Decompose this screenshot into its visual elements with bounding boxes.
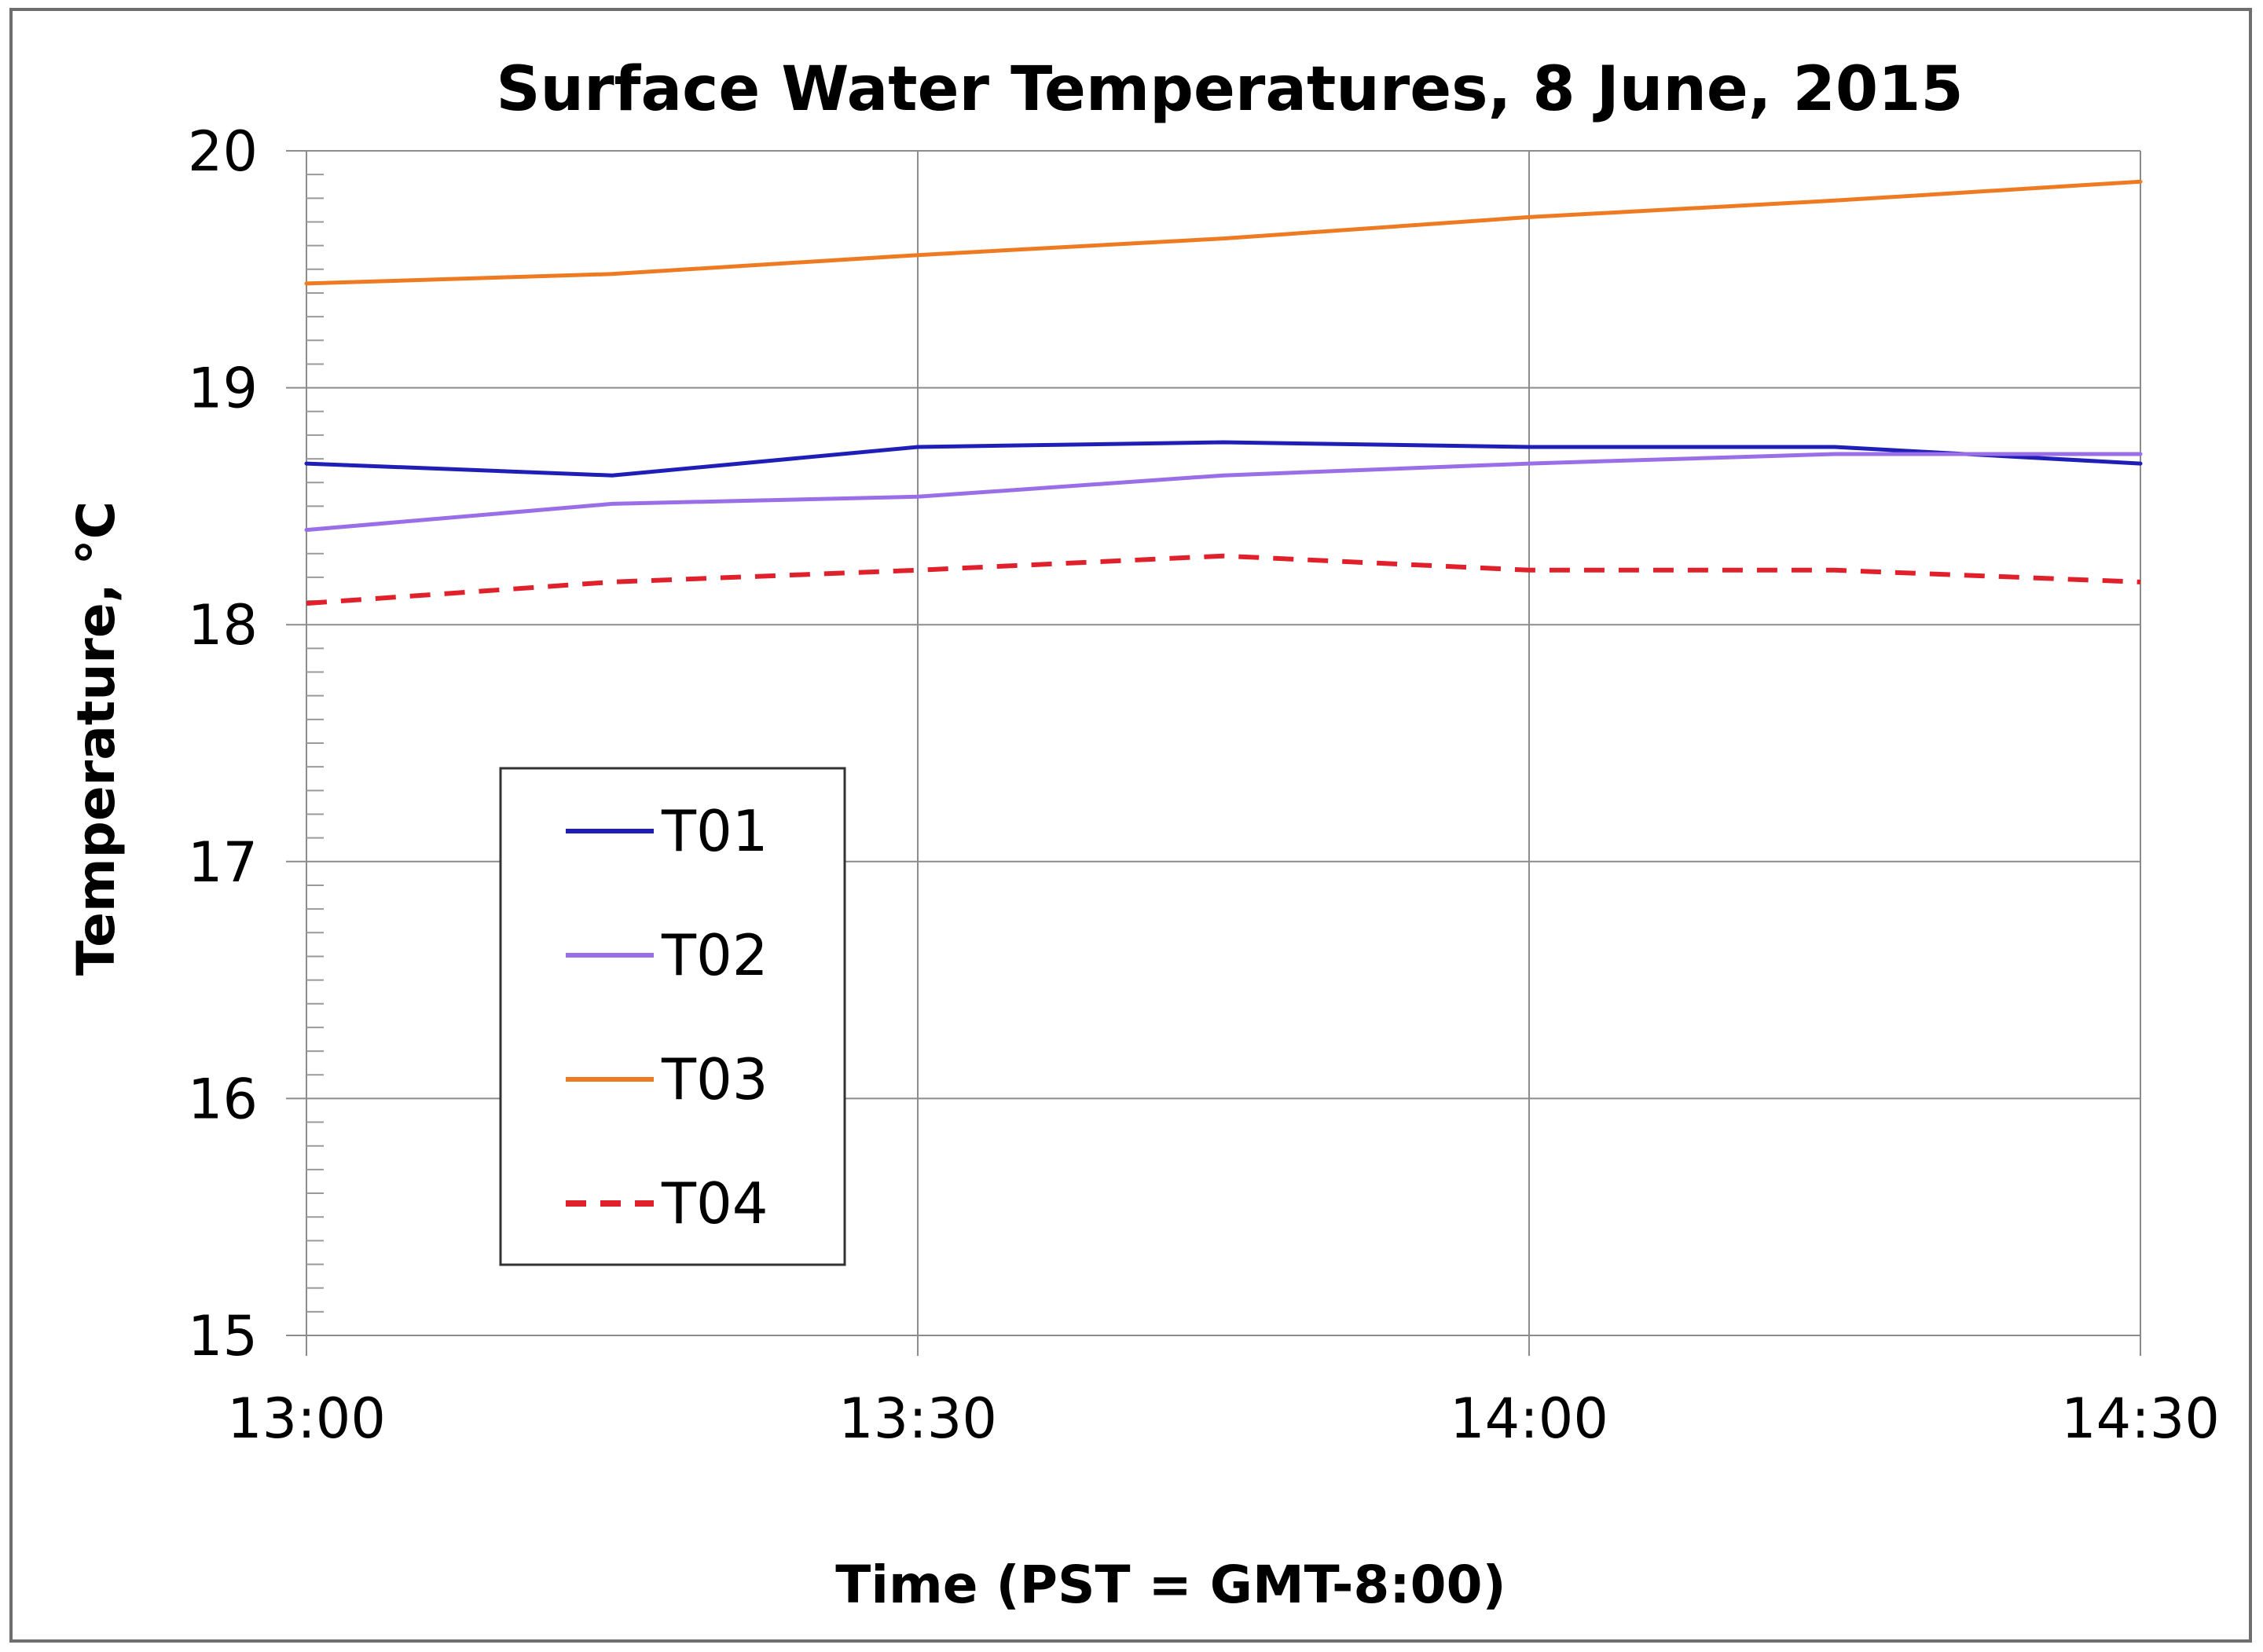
data-point-t04 (1223, 555, 1224, 557)
chart-title: Surface Water Temperatures, 8 June, 2015 (496, 54, 1963, 125)
y-tick-label: 17 (188, 830, 258, 895)
data-point-t02 (917, 496, 919, 497)
data-point-t02 (2140, 453, 2141, 455)
data-point-t03 (1834, 200, 1836, 201)
data-point-t03 (1223, 237, 1224, 239)
series-line-t02 (304, 452, 2143, 533)
data-point-t04 (306, 603, 307, 604)
y-tick-label: 16 (188, 1067, 258, 1131)
data-point-t02 (306, 529, 307, 530)
x-tick-label: 14:30 (2061, 1386, 2220, 1451)
data-point-t02 (1223, 474, 1224, 476)
data-point-t01 (306, 463, 307, 464)
data-point-t03 (306, 283, 307, 284)
series-group (304, 179, 2143, 606)
data-point-t02 (611, 503, 613, 504)
data-point-t04 (917, 570, 919, 571)
data-point-t03 (917, 255, 919, 256)
x-axis-title: Time (PST = GMT-8:00) (835, 1555, 1506, 1615)
y-tick-label: 15 (188, 1304, 258, 1368)
data-point-t04 (1528, 570, 1530, 571)
legend-label-t03: T03 (661, 1046, 768, 1112)
x-tick-label: 13:00 (227, 1386, 386, 1451)
series-line-t04 (306, 553, 2141, 606)
legend-box (499, 767, 846, 1266)
legend: T01 T02 T03 T04 (499, 767, 846, 1266)
legend-label-t01: T01 (661, 798, 768, 864)
x-axis-ticks: 13:00 13:30 14:00 14:30 (227, 1335, 2220, 1451)
data-point-t03 (2140, 181, 2141, 182)
data-point-t01 (1223, 441, 1224, 443)
data-point-t02 (1528, 463, 1530, 464)
x-tick-label: 14:00 (1450, 1386, 1608, 1451)
y-tick-label: 20 (188, 119, 258, 184)
y-axis-ticks: 15 16 17 18 19 20 (188, 119, 306, 1368)
x-tick-label: 13:30 (838, 1386, 997, 1451)
data-point-t01 (1834, 446, 1836, 448)
data-point-t03 (1528, 216, 1530, 218)
y-axis-title: Temperature, °C (66, 501, 127, 976)
data-point-t04 (611, 581, 613, 583)
legend-label-t02: T02 (661, 922, 768, 988)
data-point-t01 (917, 446, 919, 448)
series-line-t01 (304, 440, 2143, 478)
data-point-t03 (611, 273, 613, 275)
data-point-t04 (1834, 570, 1836, 571)
series-line-t03 (304, 179, 2143, 286)
y-tick-label: 18 (188, 593, 258, 658)
data-point-t01 (1528, 446, 1530, 448)
data-point-t01 (611, 474, 613, 476)
y-minor-ticks (306, 174, 324, 1313)
data-point-t01 (2140, 463, 2141, 464)
y-tick-label: 19 (188, 357, 258, 421)
data-point-t04 (2140, 581, 2141, 583)
data-point-t02 (1834, 453, 1836, 455)
legend-label-t04: T04 (661, 1170, 768, 1236)
